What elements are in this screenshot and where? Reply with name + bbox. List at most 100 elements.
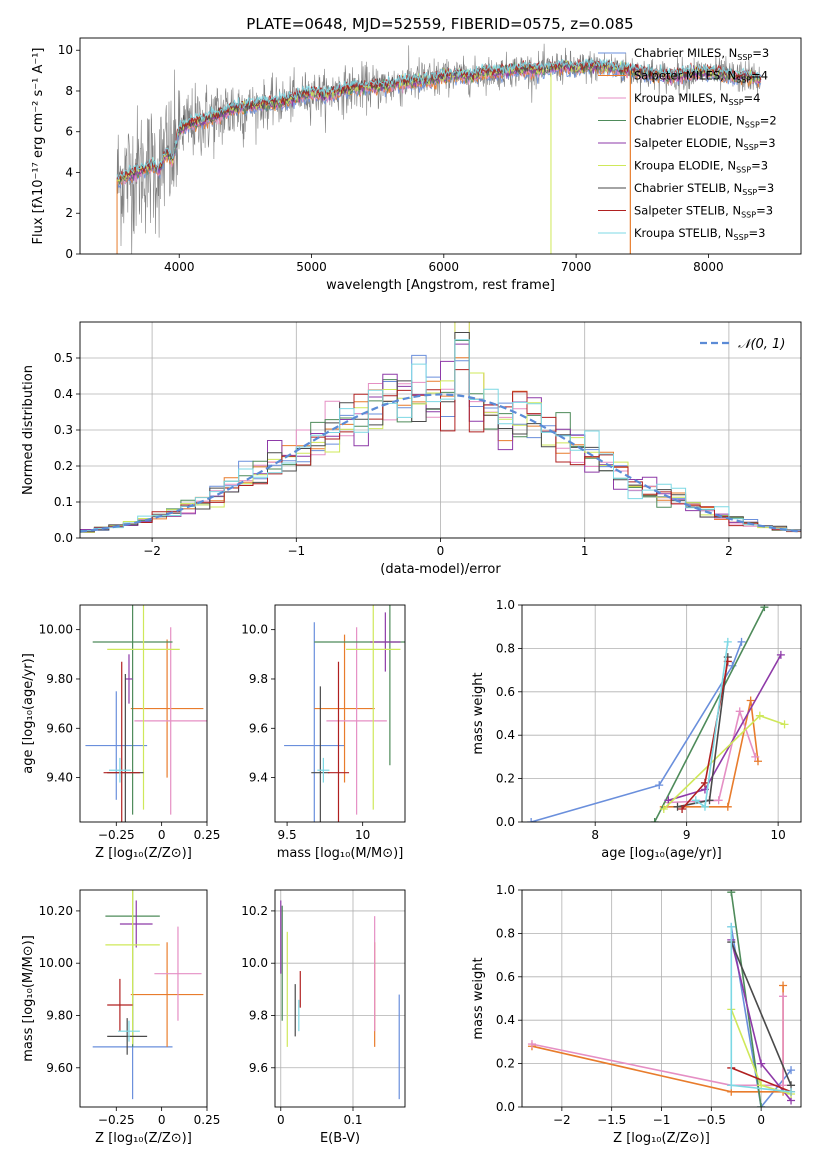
histogram-7 xyxy=(80,369,801,532)
y-tick-label: 9.40 xyxy=(46,771,73,785)
figure-title: PLATE=0648, MJD=52559, FIBERID=0575, z=0… xyxy=(246,15,633,33)
x-tick-label: −2 xyxy=(553,1113,571,1127)
y-tick-label: 2 xyxy=(65,206,73,220)
y-tick-label: 1.0 xyxy=(496,883,515,897)
y-tick-label: 0.1 xyxy=(54,495,73,509)
plot-area xyxy=(85,605,207,822)
errorbar-point xyxy=(130,942,204,1047)
y-tick-label: 10.20 xyxy=(39,904,73,918)
errorbar-point xyxy=(370,612,401,672)
x-tick-label: 0 xyxy=(277,1113,285,1127)
x-tick-label: −2 xyxy=(143,544,161,558)
plot-area xyxy=(522,605,801,822)
axes-frame xyxy=(79,604,208,823)
y-tick-label: 0.4 xyxy=(54,387,73,401)
y-axis-label: mass [log₁₀(M/M⊙)] xyxy=(21,935,36,1062)
legend-entry: Chabrier STELIB, NSSP=3 xyxy=(634,181,774,197)
axes-frame xyxy=(521,889,802,1108)
errorbar-point xyxy=(346,605,401,810)
y-tick-label: 0.0 xyxy=(496,1100,515,1114)
y-axis-label: Flux [fλ10⁻¹⁷ erg cm⁻² s⁻¹ A⁻¹] xyxy=(31,48,46,245)
panel-age-mass: 9.5 10 9.4 9.6 9.8 10.0 mass [log₁₀(M/M⊙)] xyxy=(241,604,406,861)
legend-entry: Salpeter ELODIE, NSSP=3 xyxy=(634,136,776,152)
y-tick-label: 1.0 xyxy=(496,598,515,612)
x-tick-label: 4000 xyxy=(164,260,195,274)
weight-marker xyxy=(714,796,723,805)
weight-marker xyxy=(780,720,789,729)
x-tick-label: 5000 xyxy=(296,260,327,274)
axes-frame xyxy=(274,604,406,823)
weight-marker xyxy=(659,804,668,813)
weight-marker xyxy=(760,605,769,612)
legend-entry: 𝒩(0, 1) xyxy=(738,337,785,352)
weight-marker xyxy=(757,1103,766,1107)
errorbar-point xyxy=(134,627,207,815)
axes-frame xyxy=(274,889,406,1108)
errorbar-point xyxy=(105,890,160,1045)
y-axis-label: age [log₁₀(age/yr)] xyxy=(21,653,36,774)
weight-marker xyxy=(650,818,659,822)
errorbar-point xyxy=(107,1018,148,1055)
x-tick-label: 6000 xyxy=(429,260,460,274)
y-tick-label: 10.0 xyxy=(241,956,268,970)
y-tick-label: 9.80 xyxy=(46,1008,73,1022)
y-tick-label: 9.8 xyxy=(249,672,268,686)
weight-marker xyxy=(776,650,785,659)
y-tick-label: 0.6 xyxy=(496,685,515,699)
x-tick-label: −0.25 xyxy=(98,1113,135,1127)
errorbar-point xyxy=(284,622,345,822)
axes-frame xyxy=(79,321,802,539)
weight-line xyxy=(653,606,766,822)
weight-marker xyxy=(737,637,746,646)
x-axis-label: (data-model)/error xyxy=(380,562,501,577)
y-tick-label: 9.8 xyxy=(249,1008,268,1022)
weight-line xyxy=(731,1067,792,1093)
x-tick-label: 0.1 xyxy=(343,1113,362,1127)
y-tick-label: 0.0 xyxy=(496,815,515,829)
plot-area xyxy=(80,322,801,538)
y-tick-label: 0 xyxy=(65,247,73,261)
y-tick-label: 9.6 xyxy=(249,1061,268,1075)
weight-marker xyxy=(735,707,744,716)
x-tick-label: −0.25 xyxy=(98,828,135,842)
panel-mass-ebv: 0 0.1 9.6 9.8 10.0 10.2 E(B-V) xyxy=(241,889,406,1146)
y-tick-label: 9.60 xyxy=(46,721,73,735)
weight-marker xyxy=(727,922,736,931)
weight-marker xyxy=(673,802,682,811)
weight-marker xyxy=(664,796,673,805)
errorbar-point xyxy=(154,926,202,1021)
weight-line xyxy=(730,941,792,1086)
y-tick-label: 0.3 xyxy=(54,423,73,437)
x-tick-label: 8 xyxy=(591,828,599,842)
y-tick-label: 9.60 xyxy=(46,1061,73,1075)
y-tick-label: 0.5 xyxy=(54,351,73,365)
x-tick-label: −1 xyxy=(653,1113,671,1127)
plot-area xyxy=(284,605,405,822)
y-tick-label: 10.2 xyxy=(241,904,268,918)
histogram-8 xyxy=(80,339,801,532)
weight-line xyxy=(530,641,743,822)
weight-marker xyxy=(779,981,788,990)
errorbar-point xyxy=(119,900,153,948)
errorbar-point xyxy=(103,661,140,822)
weight-marker xyxy=(727,890,736,897)
x-tick-label: −1.5 xyxy=(597,1113,626,1127)
panel-weight-age: 8 9 10 0.0 0.2 0.4 0.6 0.8 1.0 age [log₁₀(age/yr)… xyxy=(471,598,802,861)
errorbar-point xyxy=(125,654,133,704)
plot-area xyxy=(522,890,801,1107)
y-tick-label: 10.0 xyxy=(241,623,268,637)
legend-entry: Kroupa STELIB, NSSP=3 xyxy=(634,226,765,242)
weight-marker xyxy=(751,752,760,761)
y-tick-label: 4 xyxy=(65,165,73,179)
x-axis-label: E(B-V) xyxy=(320,1131,360,1146)
weight-marker xyxy=(757,1059,766,1068)
errorbar-point xyxy=(85,691,148,800)
axes-frame xyxy=(79,37,802,255)
y-tick-label: 9.4 xyxy=(249,771,268,785)
weight-marker xyxy=(527,1040,536,1049)
y-tick-label: 0.4 xyxy=(496,1013,515,1027)
y-tick-label: 0.2 xyxy=(496,772,515,786)
y-tick-label: 10 xyxy=(58,43,73,57)
x-tick-label: 9 xyxy=(683,828,691,842)
panel-age-Z: −0.25 0 0.25 9.40 9.60 9.80 10.00 Z [log₁₀(Z/Z⊙… xyxy=(21,604,220,861)
